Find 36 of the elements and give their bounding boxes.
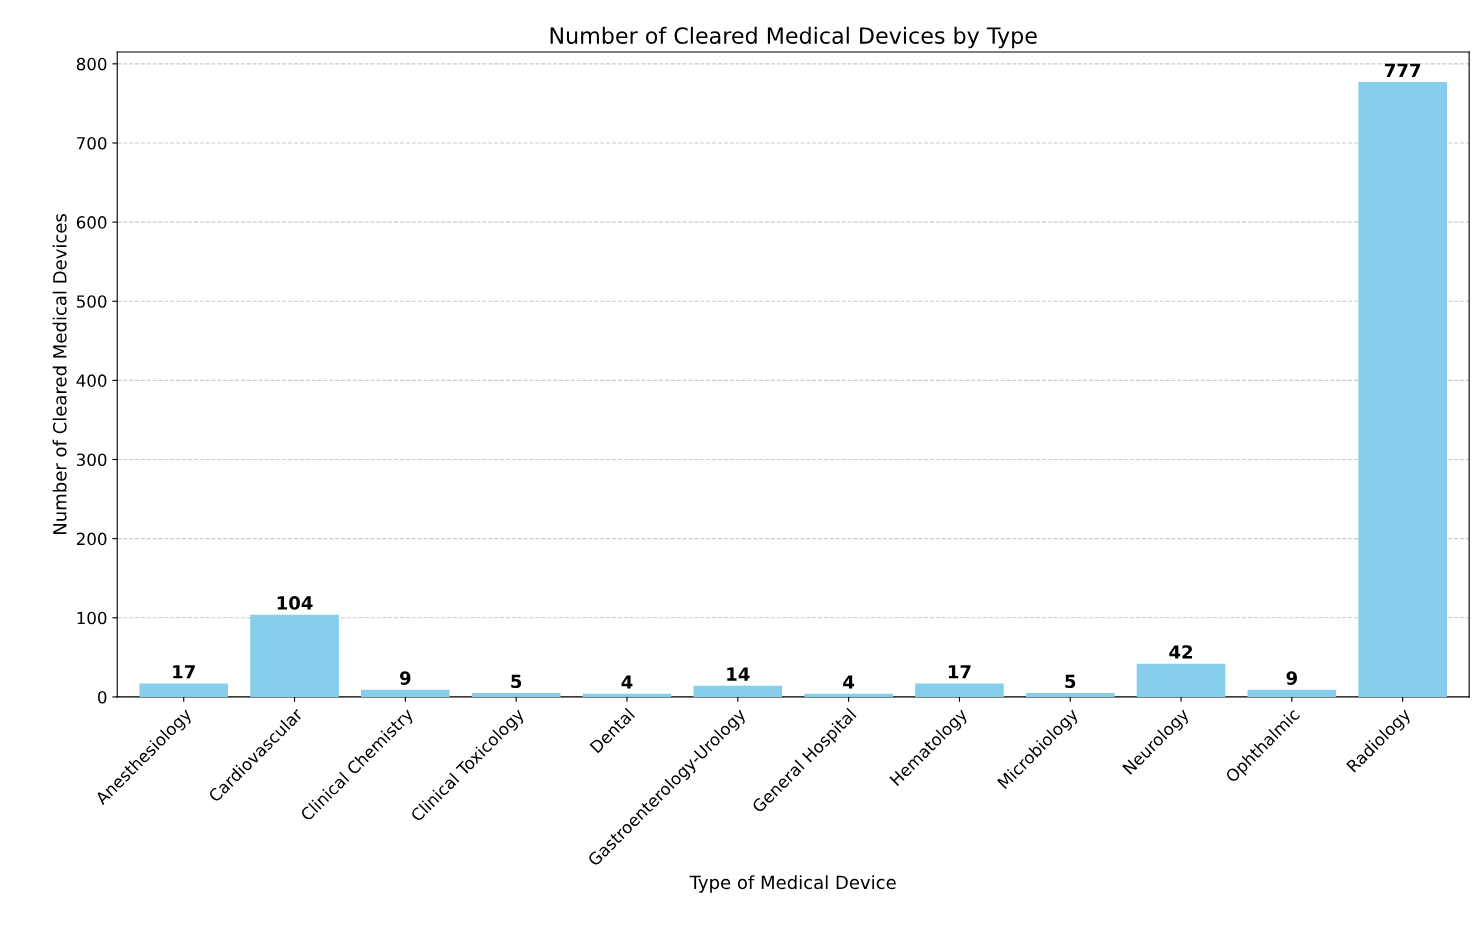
bar [804, 693, 893, 697]
chart-title: Number of Cleared Medical Devices by Type [550, 26, 1037, 49]
bar [1247, 689, 1337, 697]
data-label: 777 [1385, 63, 1421, 77]
bar [1025, 692, 1115, 697]
bar [1358, 82, 1447, 697]
bar [693, 685, 783, 697]
bar [915, 683, 1004, 697]
y-tick-label: 600 [76, 216, 107, 229]
data-label: 4 [843, 675, 855, 689]
y-tick-label: 700 [77, 136, 107, 150]
y-tick-label: 0 [98, 690, 107, 704]
y-tick-label: 100 [77, 611, 107, 625]
data-label: 5 [511, 674, 522, 689]
data-label: 4 [621, 675, 633, 689]
bar [139, 683, 229, 697]
data-label: 17 [948, 665, 971, 679]
y-tick-label: 300 [76, 453, 107, 467]
bar [471, 692, 561, 697]
y-tick-label: 200 [76, 532, 107, 546]
bar [361, 689, 450, 697]
y-axis-title: Number of Cleared Medical Devices [52, 214, 67, 534]
data-label: 17 [173, 665, 195, 679]
y-tick-label: 400 [76, 374, 107, 387]
y-tick-label: 800 [76, 57, 107, 71]
data-label: 104 [277, 596, 313, 610]
bar [582, 693, 672, 697]
data-label: 42 [1169, 645, 1193, 659]
data-label: 9 [400, 671, 411, 685]
bar [1136, 663, 1226, 697]
data-label: 5 [1065, 674, 1076, 689]
data-label: 9 [1286, 671, 1297, 685]
data-label: 14 [727, 667, 750, 681]
y-tick-label: 500 [76, 295, 107, 308]
bar [250, 614, 339, 697]
x-axis-title: Type of Medical Device [689, 875, 896, 893]
